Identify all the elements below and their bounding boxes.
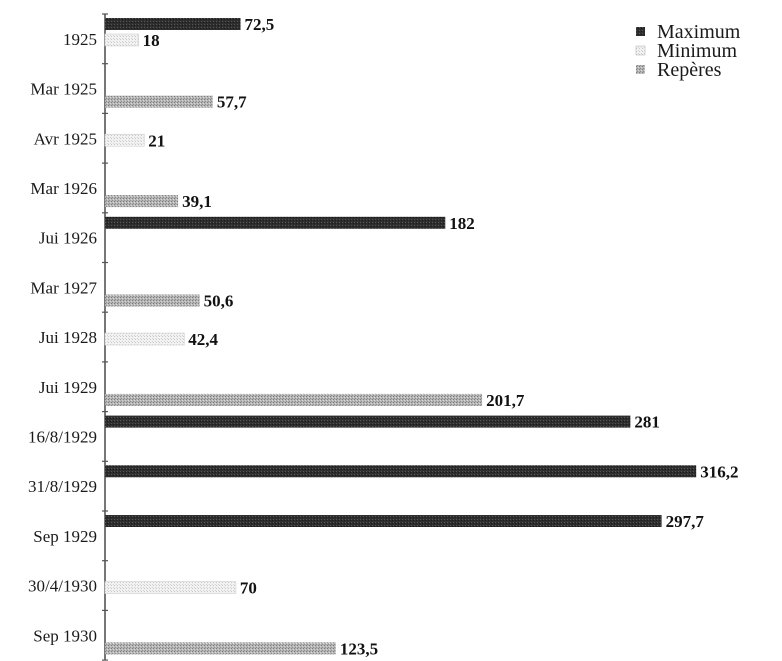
bar-sep-1930-reperes <box>105 642 336 655</box>
category-label-mar-1925: Mar 1925 <box>30 80 97 99</box>
category-label-sep-1930: Sep 1930 <box>33 626 97 645</box>
value-label-sep-1929-maximum: 297,7 <box>666 512 705 531</box>
value-label-avr-1925-minimum: 21 <box>148 131 165 150</box>
value-label-31-8-1929-maximum: 316,2 <box>700 462 738 481</box>
legend-swatch-reperes <box>636 65 645 74</box>
category-label-sep-1929: Sep 1929 <box>33 527 97 546</box>
bar-1925-maximum <box>105 18 241 30</box>
value-label-mar-1925-reperes: 57,7 <box>217 93 247 112</box>
bar-sep-1929-maximum <box>105 515 662 527</box>
bar-avr-1925-minimum <box>104 133 145 147</box>
category-label-mar-1926: Mar 1926 <box>30 179 97 198</box>
value-label-16-8-1929-maximum: 281 <box>634 413 660 432</box>
category-label-jui-1929: Jui 1929 <box>39 378 97 397</box>
bar-16-8-1929-maximum <box>105 415 631 428</box>
bar-mar-1925-reperes <box>105 95 213 108</box>
value-labels: 72,5 18 57,7 21 39,1 182 50,6 42,4 201,7 281 316,2… <box>143 15 739 658</box>
value-label-mar-1926-reperes: 39,1 <box>182 192 212 211</box>
category-label-31-8-1929: 31/8/1929 <box>28 477 97 496</box>
category-label-16-8-1929: 16/8/1929 <box>28 427 97 446</box>
category-label-30-4-1930: 30/4/1930 <box>28 577 97 596</box>
bar-jui-1928-minimum <box>104 332 185 346</box>
category-label-mar-1927: Mar 1927 <box>30 278 97 297</box>
legend-swatch-maximum <box>636 27 645 36</box>
bar-1925-minimum <box>104 33 139 47</box>
value-label-mar-1927-reperes: 50,6 <box>204 292 234 311</box>
legend-label-maximum: Maximum <box>657 21 741 43</box>
bar-jui-1929-reperes <box>105 393 483 406</box>
legend-swatch-minimum <box>635 45 646 56</box>
bars <box>104 18 697 655</box>
category-label-jui-1926: Jui 1926 <box>39 229 97 248</box>
value-label-1925-minimum: 18 <box>143 31 160 50</box>
value-label-jui-1929-reperes: 201,7 <box>486 391 525 410</box>
category-label-1925: 1925 <box>63 30 97 49</box>
bar-jui-1926-maximum <box>105 216 446 229</box>
legend-label-reperes: Repères <box>657 59 722 81</box>
value-label-sep-1930-reperes: 123,5 <box>340 639 378 658</box>
value-label-jui-1928-minimum: 42,4 <box>188 330 218 349</box>
bar-31-8-1929-maximum <box>105 465 697 478</box>
value-label-1925-maximum: 72,5 <box>245 15 275 34</box>
bar-30-4-1930-minimum <box>104 581 237 594</box>
category-label-avr-1925: Avr 1925 <box>34 129 97 148</box>
value-label-30-4-1930-minimum: 70 <box>240 579 257 598</box>
value-label-jui-1926-maximum: 182 <box>449 214 475 233</box>
legend-label-minimum: Minimum <box>657 40 737 62</box>
category-label-jui-1928: Jui 1928 <box>39 328 97 347</box>
bar-mar-1926-reperes <box>105 195 179 208</box>
bar-mar-1927-reperes <box>105 294 200 307</box>
category-labels: 1925 Mar 1925 Avr 1925 Mar 1926 Jui 1926 Mar … <box>28 30 97 645</box>
